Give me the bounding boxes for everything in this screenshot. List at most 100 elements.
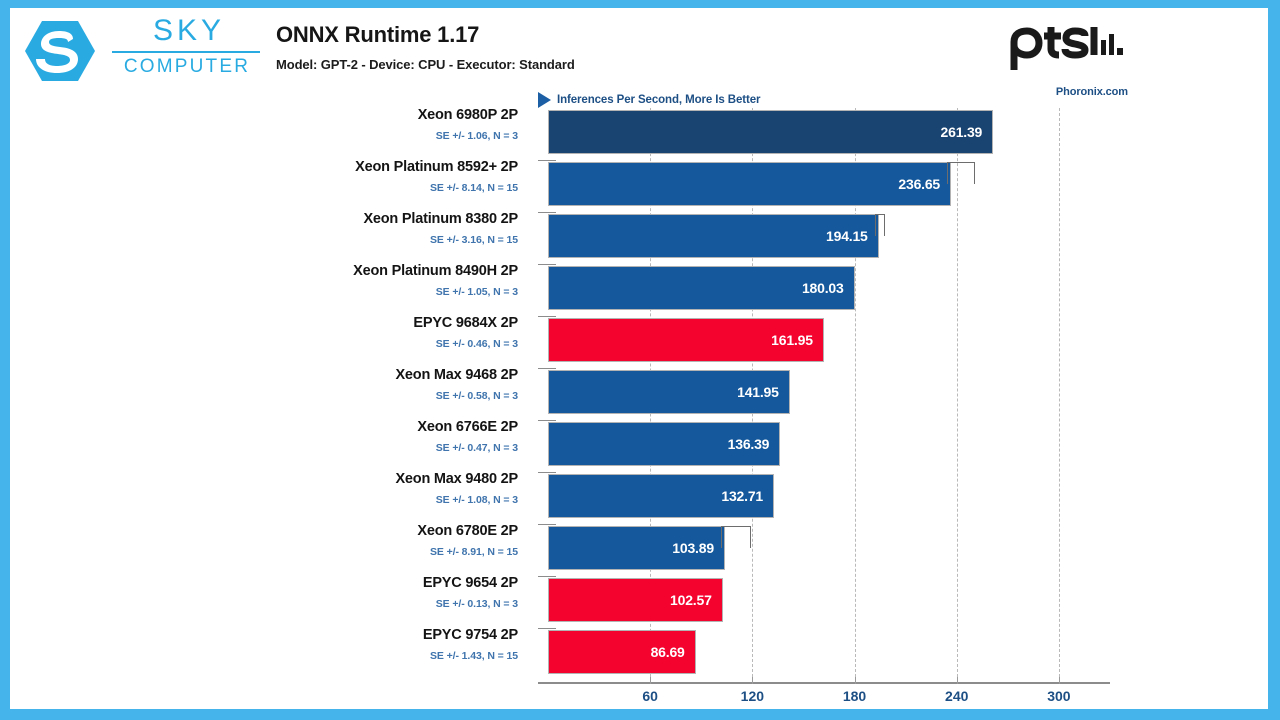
- axis-tick-label: 300: [1047, 688, 1071, 704]
- bar-row: Xeon Platinum 8380 2P SE +/- 3.16, N = 15…: [10, 211, 1268, 264]
- cpu-name-label: Xeon 6766E 2P: [417, 419, 518, 435]
- bar-row: Xeon Max 9468 2P SE +/- 0.58, N = 3 141.95: [10, 367, 1268, 420]
- standard-error-label: SE +/- 0.58, N = 3: [435, 389, 518, 402]
- axis-tick: [752, 677, 754, 684]
- row-separator: [538, 368, 556, 369]
- bar-row: EPYC 9684X 2P SE +/- 0.46, N = 3 161.95: [10, 315, 1268, 368]
- row-separator: [538, 628, 556, 629]
- pts-phoronix-logo-icon: [1010, 27, 1123, 70]
- cpu-name-label: Xeon Platinum 8490H 2P: [353, 263, 518, 279]
- result-bar[interactable]: 180.03: [548, 266, 855, 310]
- chart-header: SKY COMPUTER ONNX Runtime 1.17 Model: GP…: [10, 8, 1268, 98]
- cpu-name-label: Xeon Max 9480 2P: [395, 471, 518, 487]
- cpu-name-label: Xeon 6780E 2P: [417, 523, 518, 539]
- cpu-name-label: Xeon Platinum 8380 2P: [363, 211, 518, 227]
- error-bar: [947, 162, 975, 184]
- row-label-group: Xeon Platinum 8380 2P SE +/- 3.16, N = 15: [10, 211, 530, 246]
- row-label-group: Xeon Max 9480 2P SE +/- 1.08, N = 3: [10, 471, 530, 506]
- x-axis-line: [538, 682, 1110, 684]
- row-label-group: Xeon 6766E 2P SE +/- 0.47, N = 3: [10, 419, 530, 454]
- axis-tick: [1058, 677, 1060, 684]
- standard-error-label: SE +/- 0.13, N = 3: [435, 597, 518, 610]
- bar-value-label: 103.89: [672, 540, 714, 556]
- chart-subtitle: Model: GPT-2 - Device: CPU - Executor: S…: [276, 57, 575, 72]
- row-label-group: Xeon 6980P 2P SE +/- 1.06, N = 3: [10, 107, 530, 142]
- row-label-group: Xeon 6780E 2P SE +/- 8.91, N = 15: [10, 523, 530, 558]
- bar-row: Xeon 6980P 2P SE +/- 1.06, N = 3 261.39: [10, 107, 1268, 160]
- standard-error-label: SE +/- 1.08, N = 3: [435, 493, 518, 506]
- gridline: [854, 108, 856, 682]
- axis-tick-label: 180: [842, 688, 867, 704]
- row-label-group: EPYC 9654 2P SE +/- 0.13, N = 3: [10, 575, 530, 610]
- sky-computer-logo: SKY COMPUTER: [20, 14, 260, 88]
- chart-title: ONNX Runtime 1.17: [276, 22, 480, 47]
- standard-error-label: SE +/- 1.06, N = 3: [435, 129, 518, 142]
- legend-label: Inferences Per Second, More Is Better: [557, 94, 761, 106]
- chart-canvas: SKY COMPUTER ONNX Runtime 1.17 Model: GP…: [10, 8, 1268, 709]
- play-triangle-icon: [538, 92, 551, 108]
- bar-value-label: 132.71: [721, 488, 763, 504]
- result-bar[interactable]: 132.71: [548, 474, 774, 518]
- axis-tick-label: 240: [945, 688, 969, 704]
- bar-row: EPYC 9754 2P SE +/- 1.43, N = 15 86.69: [10, 627, 1268, 680]
- bar-row: EPYC 9654 2P SE +/- 0.13, N = 3 102.57: [10, 575, 1268, 628]
- bar-row: Xeon Max 9480 2P SE +/- 1.08, N = 3 132.71: [10, 471, 1268, 524]
- row-separator: [538, 576, 556, 577]
- sky-computer-wordmark: SKY COMPUTER: [112, 16, 262, 86]
- cpu-name-label: Xeon Max 9468 2P: [395, 367, 518, 383]
- bar-value-label: 102.57: [670, 592, 712, 608]
- phoronix-domain-label: Phoronix.com: [1055, 86, 1128, 98]
- row-separator: [538, 212, 556, 213]
- bar-row: Xeon Platinum 8490H 2P SE +/- 1.05, N = 3…: [10, 263, 1268, 316]
- cpu-name-label: EPYC 9754 2P: [422, 627, 518, 643]
- bar-value-label: 194.15: [826, 228, 868, 244]
- cpu-name-label: EPYC 9654 2P: [422, 575, 518, 591]
- axis-tick-label: 60: [642, 688, 658, 704]
- row-label-group: Xeon Platinum 8592+ 2P SE +/- 8.14, N = 1…: [10, 159, 530, 194]
- result-bar[interactable]: 161.95: [548, 318, 824, 362]
- row-separator: [538, 264, 556, 265]
- standard-error-label: SE +/- 8.91, N = 15: [430, 545, 518, 558]
- gridline: [956, 108, 958, 682]
- sky-logo-line2: COMPUTER: [123, 56, 251, 77]
- row-separator: [538, 524, 556, 525]
- cpu-name-label: EPYC 9684X 2P: [413, 315, 518, 331]
- result-bar[interactable]: 136.39: [548, 422, 781, 466]
- result-bar[interactable]: 86.69: [548, 630, 696, 674]
- result-bar[interactable]: 103.89: [548, 526, 725, 570]
- chart-legend: Inferences Per Second, More Is Better: [538, 92, 760, 108]
- standard-error-label: SE +/- 1.43, N = 15: [430, 649, 518, 662]
- axis-tick: [956, 677, 958, 684]
- error-bar: [720, 526, 752, 548]
- row-label-group: Xeon Platinum 8490H 2P SE +/- 1.05, N = 3: [10, 263, 530, 298]
- row-label-group: EPYC 9754 2P SE +/- 1.43, N = 15: [10, 627, 530, 662]
- bar-value-label: 180.03: [801, 280, 844, 296]
- result-bar[interactable]: 102.57: [548, 578, 723, 622]
- row-separator: [538, 420, 556, 421]
- axis-tick: [854, 677, 856, 684]
- result-bar[interactable]: 261.39: [548, 110, 994, 154]
- gridline: [1058, 108, 1060, 682]
- bar-value-label: 141.95: [737, 384, 779, 400]
- bar-row: Xeon Platinum 8592+ 2P SE +/- 8.14, N = 1…: [10, 159, 1268, 212]
- bar-value-label: 86.69: [650, 644, 685, 660]
- row-separator: [538, 160, 556, 161]
- cpu-name-label: Xeon Platinum 8592+ 2P: [355, 159, 518, 175]
- standard-error-label: SE +/- 8.14, N = 15: [430, 181, 518, 194]
- title-block: ONNX Runtime 1.17 Model: GPT-2 - Device:…: [276, 22, 575, 72]
- bar-value-label: 261.39: [940, 124, 983, 140]
- row-label-group: Xeon Max 9468 2P SE +/- 0.58, N = 3: [10, 367, 530, 402]
- bar-value-label: 161.95: [771, 332, 813, 348]
- bar-value-label: 136.39: [727, 436, 770, 452]
- standard-error-label: SE +/- 1.05, N = 3: [435, 285, 518, 298]
- standard-error-label: SE +/- 0.46, N = 3: [435, 337, 518, 350]
- row-label-group: EPYC 9684X 2P SE +/- 0.46, N = 3: [10, 315, 530, 350]
- sky-logo-divider: [112, 51, 260, 53]
- result-bar[interactable]: 236.65: [548, 162, 952, 206]
- result-bar[interactable]: 141.95: [548, 370, 790, 414]
- standard-error-label: SE +/- 3.16, N = 15: [430, 233, 518, 246]
- standard-error-label: SE +/- 0.47, N = 3: [435, 441, 518, 454]
- result-bar[interactable]: 194.15: [548, 214, 879, 258]
- row-separator: [538, 316, 556, 317]
- bar-row: Xeon 6766E 2P SE +/- 0.47, N = 3 136.39: [10, 419, 1268, 472]
